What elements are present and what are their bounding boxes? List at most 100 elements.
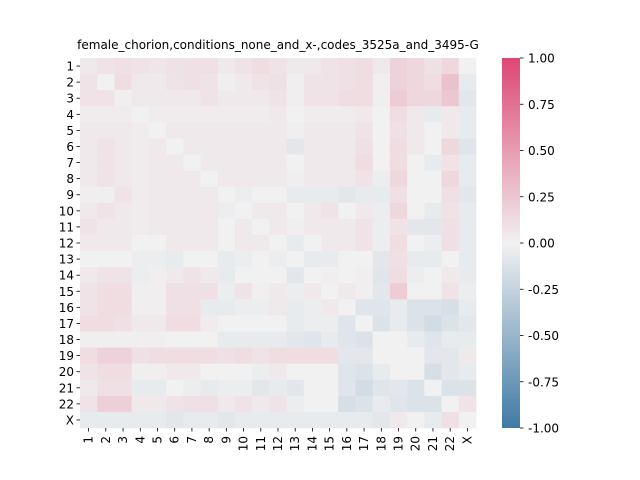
heatmap-cell-14-15: [321, 267, 339, 284]
x-tick-label-5: 5: [150, 436, 164, 444]
heatmap-cell-9-20: [407, 186, 425, 204]
heatmap-cell-14-20: [407, 267, 425, 284]
heatmap-cell-2-20: [407, 74, 425, 91]
heatmap-cell-19-21: [424, 347, 442, 364]
heatmap-cell-7-19: [389, 154, 408, 171]
heatmap-cell-7-10: [234, 154, 253, 171]
heatmap-cell-3-5: [148, 90, 167, 107]
heatmap-cell-7-9: [217, 154, 236, 171]
y-tick-label-9: 9: [66, 188, 74, 202]
heatmap-cell-15-11: [252, 283, 270, 300]
colorbar-ticks: -1.00 -0.75 -0.50 -0.25 0.00 0.25 0.50 0.75 1.00: [520, 52, 559, 436]
colorbar-tick-label: -0.25: [528, 283, 559, 297]
heatmap-cell-20-18: [372, 363, 391, 381]
y-tick-label-13: 13: [59, 253, 74, 267]
heatmap-cell-10-8: [200, 202, 219, 220]
heatmap-cell-9-3: [114, 186, 132, 204]
heatmap-cell-15-21: [424, 283, 442, 300]
heatmap-cell-X-8: [200, 411, 219, 429]
heatmap-cell-14-14: [303, 267, 322, 284]
heatmap-cell-14-13: [286, 267, 305, 284]
heatmap-cell-14-19: [389, 267, 408, 284]
heatmap-cell-3-3: [114, 90, 132, 107]
heatmap-cell-9-13: [286, 186, 305, 204]
heatmap-cell-11-1: [80, 218, 98, 236]
y-tick-label-11: 11: [59, 220, 74, 234]
heatmap-cell-10-7: [183, 202, 201, 220]
heatmap-cell-7-4: [131, 154, 150, 171]
heatmap-cell-1-7: [183, 58, 201, 75]
heatmap-cell-19-8: [200, 347, 219, 364]
heatmap-cell-18-18: [372, 331, 391, 348]
heatmap-cell-X-4: [131, 411, 150, 429]
heatmap-cell-22-20: [407, 395, 425, 413]
heatmap-cell-6-5: [148, 138, 167, 155]
heatmap-cell-22-1: [80, 395, 98, 413]
heatmap-cell-14-21: [424, 267, 442, 284]
heatmap-cell-9-12: [269, 186, 287, 204]
heatmap-cell-14-4: [131, 267, 150, 284]
heatmap-cell-12-2: [97, 234, 115, 252]
heatmap-cell-19-15: [321, 347, 339, 364]
heatmap-cell-X-9: [217, 411, 236, 429]
heatmap-cell-3-X: [458, 90, 477, 107]
heatmap-cell-13-19: [389, 251, 408, 268]
heatmap-cell-15-7: [183, 283, 201, 300]
heatmap-cell-9-1: [80, 186, 98, 204]
heatmap-cell-10-21: [424, 202, 442, 220]
heatmap-cell-20-21: [424, 363, 442, 381]
heatmap-cell-6-22: [441, 138, 460, 155]
heatmap-cell-9-8: [200, 186, 219, 204]
heatmap-cell-20-5: [148, 363, 167, 381]
y-tick-label-19: 19: [59, 349, 74, 363]
heatmap-cell-14-5: [148, 267, 167, 284]
heatmap-cell-5-9: [217, 122, 236, 139]
colorbar-tick-label: 0.25: [528, 190, 555, 204]
colorbar-tick-label: 0.75: [528, 98, 555, 112]
y-tick-label-16: 16: [59, 301, 74, 315]
heatmap-cell-14-8: [200, 267, 219, 284]
heatmap-cell-2-19: [389, 74, 408, 91]
heatmap-cell-8-5: [148, 170, 167, 187]
heatmap-cell-21-13: [286, 379, 305, 397]
heatmap-cell-5-17: [355, 122, 373, 139]
heatmap-cell-4-12: [269, 106, 287, 123]
heatmap-cell-11-18: [372, 218, 391, 236]
heatmap-cell-21-10: [234, 379, 253, 397]
heatmap-cell-15-20: [407, 283, 425, 300]
heatmap-cell-19-6: [166, 347, 184, 364]
heatmap-cell-7-13: [286, 154, 305, 171]
heatmap-cell-19-20: [407, 347, 425, 364]
heatmap-cell-5-18: [372, 122, 391, 139]
heatmap-cell-4-4: [131, 106, 150, 123]
heatmap-cell-21-4: [131, 379, 150, 397]
y-tick-label-10: 10: [59, 204, 74, 218]
heatmap-cell-13-3: [114, 251, 132, 268]
heatmap-cell-11-19: [389, 218, 408, 236]
y-tick-label-17: 17: [59, 317, 74, 331]
heatmap-cell-12-22: [441, 234, 460, 252]
heatmap-cell-11-12: [269, 218, 287, 236]
heatmap-cell-3-14: [303, 90, 322, 107]
heatmap-cell-7-6: [166, 154, 184, 171]
heatmap-cell-X-19: [389, 411, 408, 429]
heatmap-cell-3-17: [355, 90, 373, 107]
heatmap-cell-2-18: [372, 74, 391, 91]
heatmap-cell-17-17: [355, 315, 373, 332]
heatmap-cell-13-5: [148, 251, 167, 268]
x-tick-label-11: 11: [254, 436, 268, 451]
heatmap-cell-15-8: [200, 283, 219, 300]
heatmap-cell-15-22: [441, 283, 460, 300]
heatmap-cell-21-5: [148, 379, 167, 397]
heatmap-cell-22-11: [252, 395, 270, 413]
heatmap-cell-2-9: [217, 74, 236, 91]
heatmap-cell-21-17: [355, 379, 373, 397]
heatmap-cell-10-5: [148, 202, 167, 220]
heatmap-cell-22-16: [338, 395, 356, 413]
heatmap-cell-4-7: [183, 106, 201, 123]
heatmap-cell-1-3: [114, 58, 132, 75]
heatmap-cell-8-12: [269, 170, 287, 187]
heatmap-cell-13-17: [355, 251, 373, 268]
heatmap-cell-11-15: [321, 218, 339, 236]
